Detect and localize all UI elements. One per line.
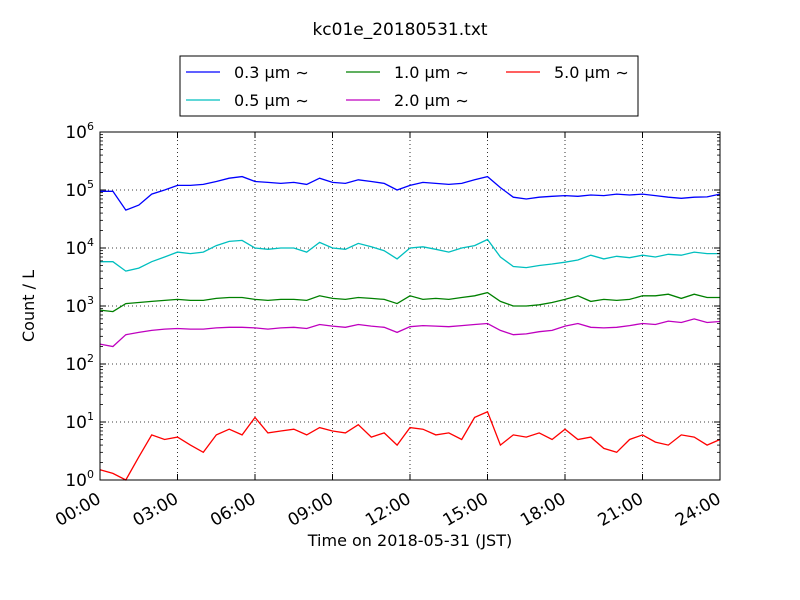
- series-lines: [99, 175, 721, 481]
- x-tick-label: 12:00: [362, 489, 414, 531]
- legend-label: 2.0 μm ∼: [394, 91, 469, 110]
- grid-lines: [100, 132, 720, 480]
- y-tick-label: 103: [65, 294, 94, 317]
- legend-label: 0.3 μm ∼: [234, 63, 309, 82]
- legend-label: 1.0 μm ∼: [394, 63, 469, 82]
- y-tick-label: 106: [65, 120, 94, 143]
- y-tick-label: 100: [65, 468, 94, 491]
- x-tick-label: 21:00: [595, 489, 647, 531]
- legend-label: 0.5 μm ∼: [234, 91, 309, 110]
- y-tick-label: 105: [65, 178, 94, 201]
- y-tick-label: 101: [65, 410, 94, 433]
- series-line-1: [100, 238, 720, 272]
- legend-frame: [179, 55, 639, 117]
- chart-title: kc01e_20180531.txt: [312, 20, 488, 40]
- x-axis-label: Time on 2018-05-31 (JST): [307, 531, 512, 550]
- x-tick-label: 15:00: [440, 489, 492, 531]
- series-line-2: [99, 291, 720, 313]
- series-line-4: [99, 410, 721, 481]
- x-tick-label: 03:00: [130, 489, 182, 531]
- x-tick-labels: 00:00 03:00 06:00 09:00 12:00 15:00 18:00 21:00…: [52, 489, 724, 531]
- legend: 0.3 μm ∼ 0.5 μm ∼ 1.0 μm ∼ 2.0 μm ∼ 5.0 μm ∼: [179, 55, 639, 117]
- y-tick-label: 104: [65, 236, 94, 259]
- y-axis-label: Count / L: [19, 270, 38, 342]
- series-line-0: [100, 175, 721, 211]
- series-line-3: [99, 318, 721, 348]
- x-tick-label: 24:00: [672, 489, 724, 531]
- legend-label: 5.0 μm ∼: [554, 63, 629, 82]
- x-tick-label: 06:00: [207, 489, 259, 531]
- x-tick-label: 18:00: [517, 489, 569, 531]
- x-tick-label: 09:00: [285, 489, 337, 531]
- x-tick-label: 00:00: [52, 489, 104, 531]
- axis-ticks: [99, 131, 721, 481]
- y-tick-labels: 100 101 102 103 104 105 106: [65, 120, 94, 491]
- y-tick-label: 102: [65, 352, 94, 375]
